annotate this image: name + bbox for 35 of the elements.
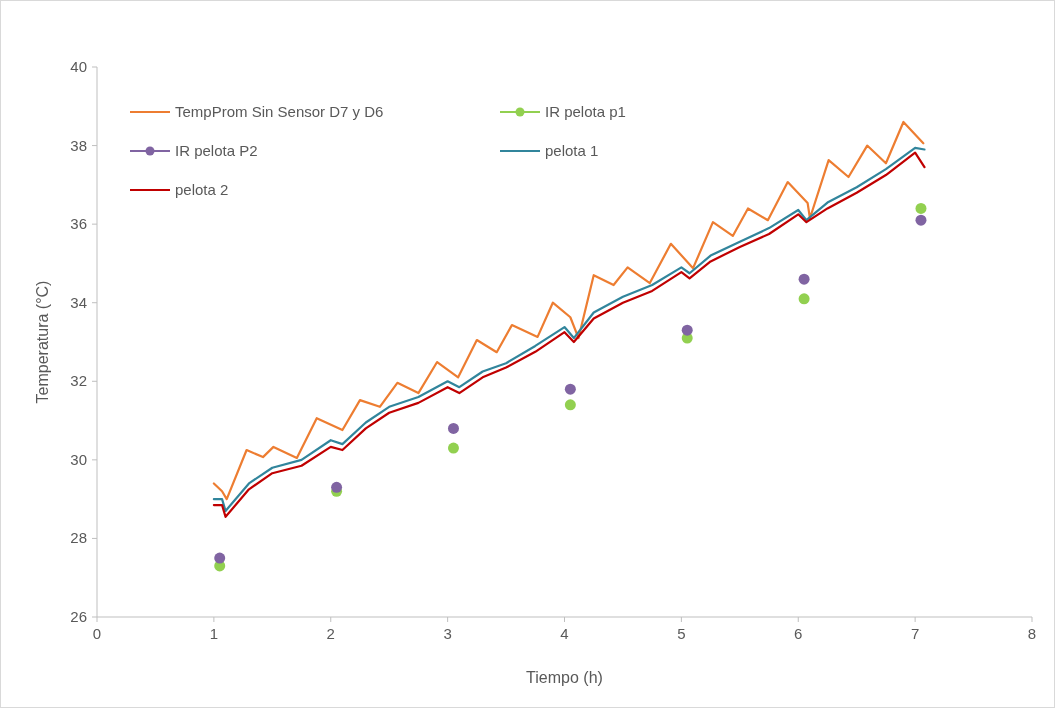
- point: [564, 383, 576, 395]
- legend-label: pelota 1: [545, 142, 599, 159]
- x-tick-label: 0: [92, 625, 102, 642]
- point: [681, 324, 693, 336]
- y-tick-label: 40: [70, 58, 87, 75]
- x-tick-label: 7: [910, 625, 920, 642]
- y-tick-label: 30: [70, 450, 87, 468]
- y-tick-label: 26: [70, 608, 87, 625]
- y-tick-label: 36: [70, 215, 87, 233]
- point: [331, 481, 343, 493]
- y-tick-label: 38: [70, 136, 87, 154]
- x-tick-label: 3: [443, 625, 452, 642]
- legend-label: pelota 2: [175, 181, 229, 198]
- x-tick-label: 1: [209, 625, 219, 642]
- point: [447, 422, 459, 434]
- x-tick-label: 6: [794, 625, 803, 642]
- y-tick-label: 28: [70, 529, 87, 547]
- x-tick-label: 5: [677, 625, 686, 642]
- point: [564, 399, 576, 411]
- x-tick-label: 2: [326, 625, 335, 642]
- point: [915, 214, 927, 226]
- point: [447, 442, 459, 454]
- y-tick-label: 34: [70, 293, 87, 311]
- point: [915, 202, 927, 214]
- point: [798, 273, 810, 285]
- legend-label: TempProm Sin Sensor D7 y D6: [175, 103, 384, 120]
- legend-label: IR pelota P2: [175, 142, 258, 159]
- x-tick-label: 8: [1027, 625, 1037, 642]
- y-tick-label: 32: [70, 372, 87, 390]
- x-tick-label: 4: [560, 625, 569, 642]
- x-axis-title: Tiempo (h): [526, 669, 603, 686]
- point: [798, 293, 810, 305]
- y-axis-title: Temperatura (°C): [34, 280, 51, 404]
- legend-label: IR pelota p1: [545, 103, 626, 120]
- point: [214, 552, 226, 564]
